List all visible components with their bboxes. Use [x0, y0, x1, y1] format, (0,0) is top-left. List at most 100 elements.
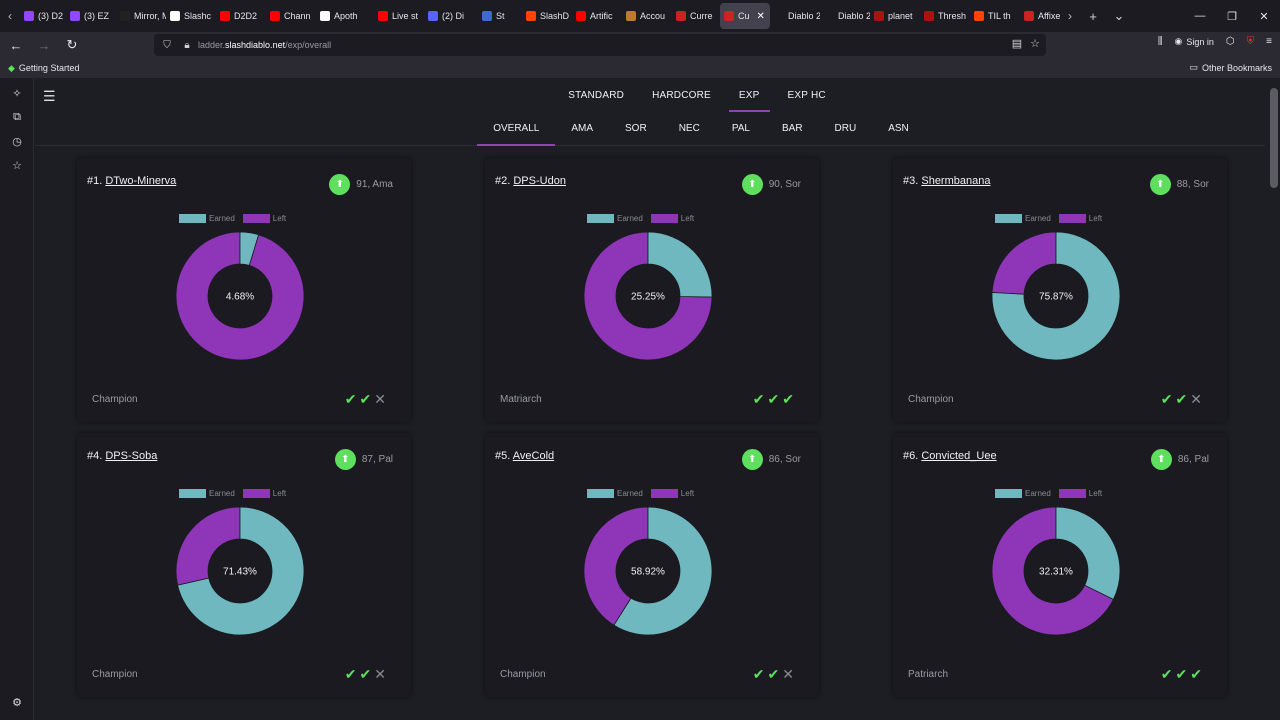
donut-slice-earned[interactable]: [1055, 506, 1121, 600]
browser-tab[interactable]: Apoth: [316, 3, 374, 29]
legend-earned[interactable]: Earned: [587, 214, 643, 224]
player-name-link[interactable]: DTwo-Minerva: [105, 175, 177, 187]
browser-tab[interactable]: Chann: [266, 3, 316, 29]
forward-button[interactable]: →: [37, 37, 51, 53]
browser-tab[interactable]: (2) Di: [424, 3, 478, 29]
legend-left[interactable]: Left: [650, 214, 694, 224]
browser-tab[interactable]: Cu ✕: [720, 3, 770, 29]
browser-tab[interactable]: Thresh: [920, 3, 970, 29]
other-bookmarks-button[interactable]: ▭ Other Bookmarks: [1189, 62, 1272, 73]
tab-scroll-right-button[interactable]: ›: [1068, 9, 1072, 23]
browser-tab[interactable]: St: [478, 3, 522, 29]
browser-tab[interactable]: Mirror, Mi: [116, 3, 166, 29]
donut-percent-label: 75.87%: [1039, 292, 1073, 303]
legend-left[interactable]: Left: [1058, 489, 1102, 499]
close-window-icon[interactable]: ✕: [1259, 10, 1269, 23]
lock-icon[interactable]: 🔒︎: [184, 39, 190, 51]
shield-icon[interactable]: ⛉: [163, 39, 171, 51]
class-tab-bar[interactable]: BAR: [781, 123, 803, 134]
browser-tab[interactable]: planet: [870, 3, 920, 29]
browser-tab[interactable]: (3) EZ: [66, 3, 116, 29]
address-bar[interactable]: ⛉ 🔒︎ ladder.slashdiablo.net/exp/overall …: [154, 34, 1046, 56]
synced-tabs-icon[interactable]: ⧉: [13, 110, 21, 123]
class-tab-sor[interactable]: SOR: [625, 123, 647, 134]
achievement-checks: ✔ ✔ ✕: [345, 391, 386, 408]
browser-tab[interactable]: TIL th: [970, 3, 1020, 29]
list-all-tabs-button[interactable]: ⌄: [1113, 8, 1125, 23]
reader-view-icon[interactable]: ▤: [1011, 38, 1023, 50]
url-text[interactable]: ladder.slashdiablo.net/exp/overall: [198, 40, 331, 50]
browser-tab[interactable]: SlashD: [522, 3, 572, 29]
extensions-icon[interactable]: ⬡: [1225, 36, 1235, 47]
legend-left[interactable]: Left: [650, 489, 694, 499]
minimize-icon[interactable]: —: [1194, 10, 1206, 22]
legend-left[interactable]: Left: [242, 489, 286, 499]
settings-gear-icon[interactable]: ⚙: [12, 696, 22, 709]
browser-tab[interactable]: D2D2: [216, 3, 266, 29]
class-tab-pal[interactable]: PAL: [731, 123, 750, 134]
sign-in-button[interactable]: ◉ Sign in: [1175, 36, 1214, 47]
legend-earned[interactable]: Earned: [179, 489, 235, 499]
addon-icon[interactable]: ⛨: [1246, 36, 1255, 47]
back-button[interactable]: ←: [9, 37, 23, 53]
legend-left[interactable]: Left: [242, 214, 286, 224]
legend-left[interactable]: Left: [1058, 214, 1102, 224]
tab-scroll-left-button[interactable]: ‹: [8, 9, 12, 23]
player-name-link[interactable]: DPS-Udon: [513, 175, 566, 187]
ai-chat-icon[interactable]: ✧: [12, 87, 22, 100]
player-name-link[interactable]: Shermbanana: [921, 175, 991, 187]
donut-slice-left[interactable]: [175, 231, 305, 361]
legend-earned[interactable]: Earned: [995, 489, 1051, 499]
bookmark-getting-started[interactable]: ◆ Getting Started: [8, 63, 79, 74]
donut-slice-left[interactable]: [175, 506, 241, 586]
nav-link-exp[interactable]: EXP: [725, 78, 774, 112]
donut-slice-earned[interactable]: [239, 231, 260, 266]
tab-favicon-icon: [428, 11, 438, 21]
player-name-link[interactable]: DPS-Soba: [105, 450, 158, 462]
donut-slice-left[interactable]: [991, 506, 1114, 636]
player-name-link[interactable]: AveCold: [512, 450, 555, 462]
legend-earned[interactable]: Earned: [587, 489, 643, 499]
new-tab-button[interactable]: +: [1089, 8, 1097, 24]
check-icon: ✔: [1160, 391, 1173, 407]
donut-slice-left[interactable]: [583, 231, 713, 361]
donut-slice-left[interactable]: [583, 506, 649, 626]
browser-tab[interactable]: Live st: [374, 3, 424, 29]
donut-slice-earned[interactable]: [991, 231, 1121, 361]
browser-tab[interactable]: Diablo 2 A: [770, 3, 820, 29]
browser-tab[interactable]: Slashc: [166, 3, 216, 29]
library-icon[interactable]: ⫼: [1157, 36, 1163, 47]
nav-link-hardcore[interactable]: HARDCORE: [652, 89, 711, 101]
restore-icon[interactable]: ❐: [1227, 10, 1237, 23]
class-tab-ama[interactable]: AMA: [571, 123, 594, 134]
bookmarks-icon[interactable]: ☆: [12, 159, 22, 172]
donut-slice-earned[interactable]: [613, 506, 713, 636]
nav-link-exp-hc[interactable]: EXP HC: [787, 89, 826, 101]
donut-slice-left[interactable]: [991, 231, 1057, 295]
legend-earned[interactable]: Earned: [179, 214, 235, 224]
browser-tab[interactable]: Artific: [572, 3, 622, 29]
history-icon[interactable]: ◷: [12, 135, 22, 148]
hamburger-menu-icon[interactable]: ☰: [43, 88, 56, 104]
browser-tab[interactable]: Curre: [672, 3, 720, 29]
class-tab-dru[interactable]: DRU: [834, 123, 857, 134]
check-icon: ✔: [1175, 666, 1188, 682]
player-name-link[interactable]: Convicted_Uee: [921, 450, 997, 462]
donut-slice-earned[interactable]: [647, 231, 713, 298]
legend-left-swatch: [242, 489, 270, 499]
browser-tab[interactable]: Diablo 2 S: [820, 3, 870, 29]
class-tab-nec[interactable]: NEC: [678, 123, 700, 134]
browser-tab[interactable]: Accou: [622, 3, 672, 29]
reload-button[interactable]: ↻: [66, 37, 78, 52]
menu-icon[interactable]: ≡: [1266, 36, 1272, 47]
tab-close-icon[interactable]: ✕: [756, 10, 765, 22]
browser-tab[interactable]: (3) D2: [20, 3, 66, 29]
bookmark-star-icon[interactable]: ☆: [1030, 38, 1040, 50]
class-tab-overall[interactable]: OVERALL: [477, 112, 556, 146]
page-scrollbar[interactable]: [1270, 88, 1278, 188]
nav-link-standard[interactable]: STANDARD: [568, 89, 625, 101]
browser-tab[interactable]: Affixe: [1020, 3, 1060, 29]
class-tab-asn[interactable]: ASN: [888, 123, 909, 134]
donut-slice-earned[interactable]: [177, 506, 305, 636]
legend-earned[interactable]: Earned: [995, 214, 1051, 224]
